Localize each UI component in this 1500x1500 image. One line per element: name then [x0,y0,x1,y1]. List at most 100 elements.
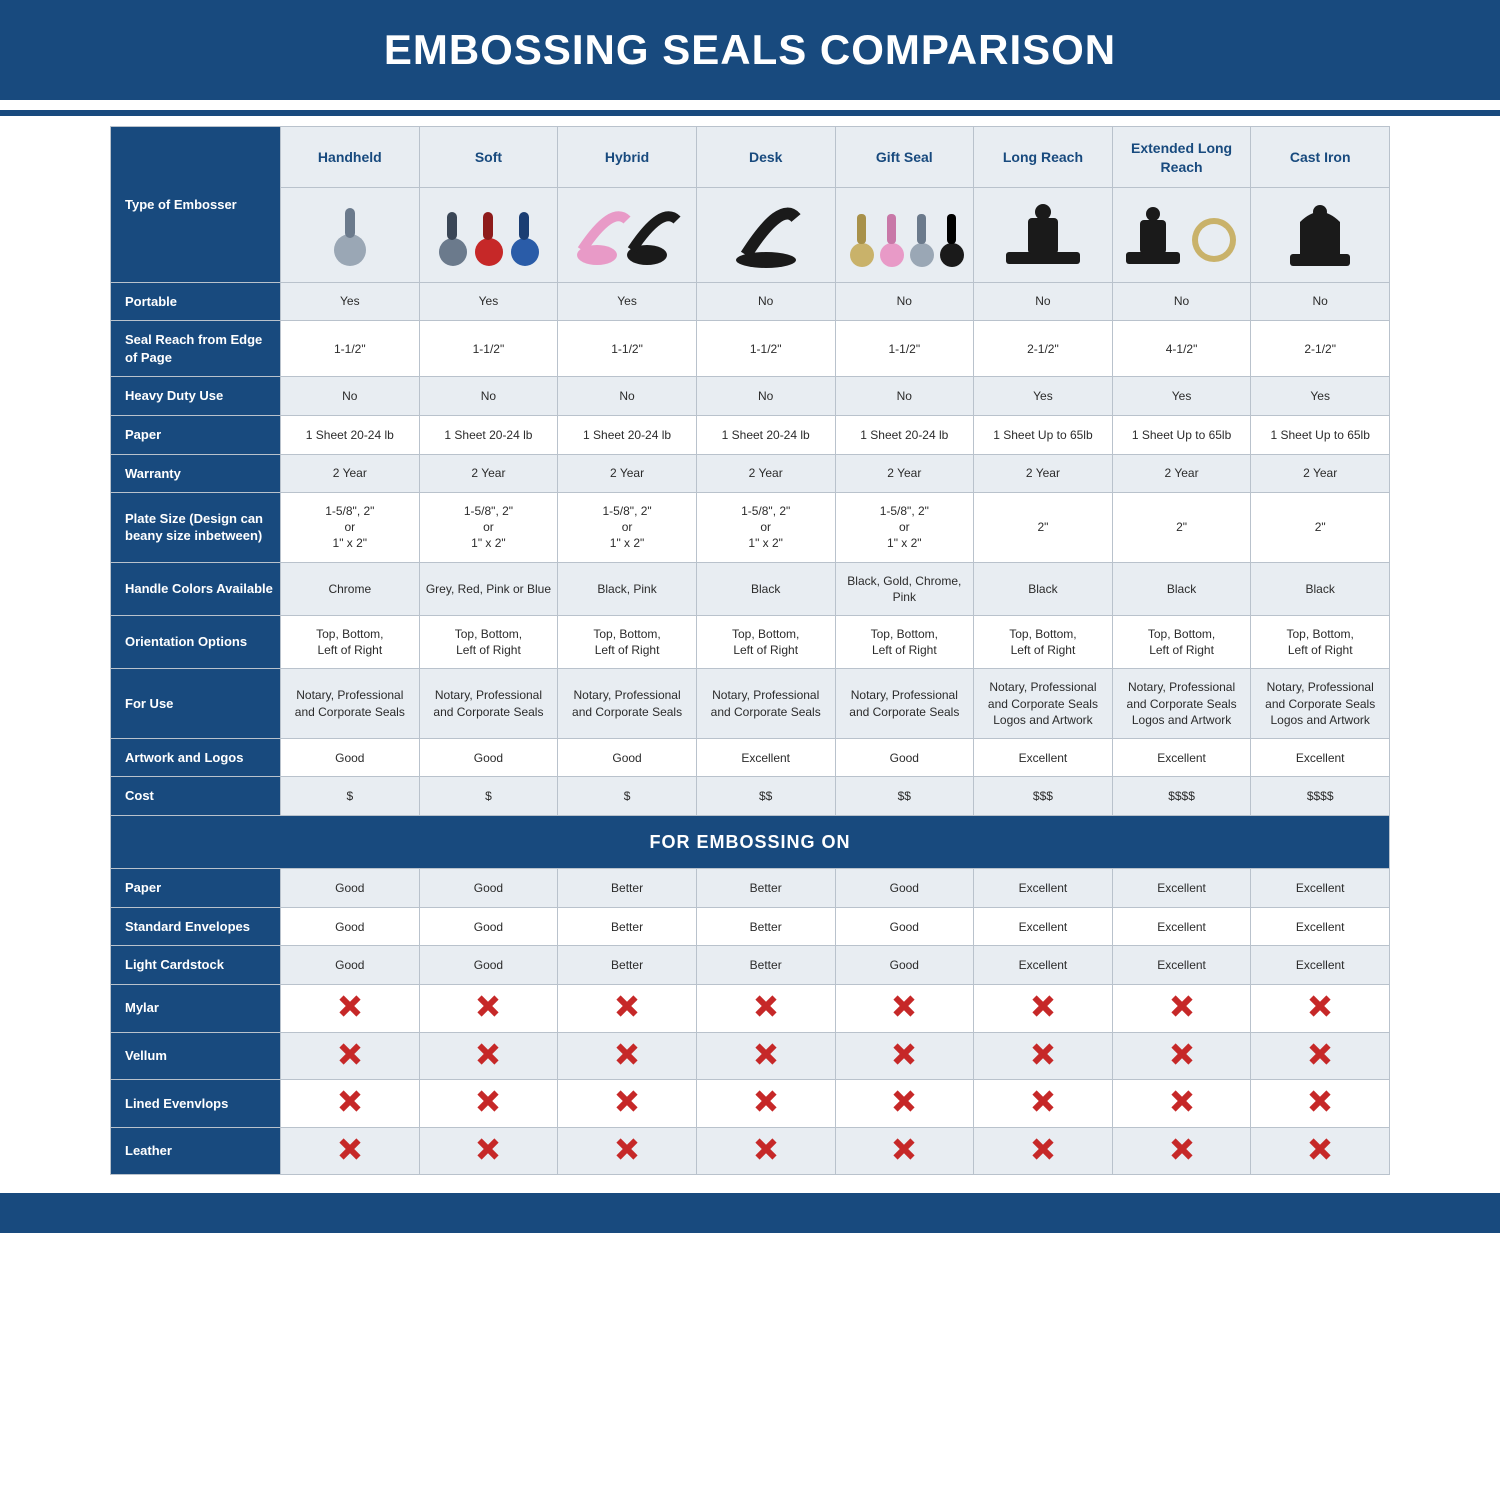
cell [558,1080,697,1128]
cell: No [281,377,420,416]
table-row: Leather [111,1127,1390,1175]
row-label: Warranty [111,454,281,493]
cell: Yes [558,282,697,321]
row-label: Standard Envelopes [111,907,281,946]
desk-embosser-icon [726,200,806,270]
cell: 1-1/2" [835,321,974,377]
not-recommended-icon [616,1043,638,1065]
cell: Excellent [974,907,1113,946]
column-header-row: Type of Embosser Handheld Soft Hybrid De… [111,127,1390,188]
not-recommended-icon [755,1138,777,1160]
cell: 1 Sheet 20-24 lb [835,415,974,454]
cell: Good [419,907,558,946]
cell: No [696,282,835,321]
cell: Notary, Professional and Corporate Seals [696,669,835,739]
cell: No [1251,282,1390,321]
cell: Notary, Professional and Corporate Seals [558,669,697,739]
cell: 2 Year [696,454,835,493]
not-recommended-icon [616,1090,638,1112]
cell [419,1032,558,1080]
cell: Yes [1112,377,1251,416]
divider-top [0,110,1500,116]
cell [974,1032,1113,1080]
cell: $$$$ [1112,777,1251,816]
row-label: Mylar [111,984,281,1032]
cell: 2 Year [1251,454,1390,493]
cell: Yes [281,282,420,321]
cell: Black [974,562,1113,615]
cell: $ [419,777,558,816]
row-label: Artwork and Logos [111,738,281,777]
cell: 2 Year [974,454,1113,493]
cell: No [835,282,974,321]
cell: Good [835,738,974,777]
row-label: Cost [111,777,281,816]
cell: 1-5/8", 2"or1" x 2" [696,493,835,563]
col-head-gift: Gift Seal [835,127,974,188]
cell: Top, Bottom,Left of Right [1251,616,1390,669]
not-recommended-icon [339,995,361,1017]
table-row: Orientation OptionsTop, Bottom,Left of R… [111,616,1390,669]
cell [835,1080,974,1128]
cell [696,984,835,1032]
table-row: Artwork and LogosGoodGoodGoodExcellentGo… [111,738,1390,777]
section-label: FOR EMBOSSING ON [111,816,1390,869]
cell: 2 Year [835,454,974,493]
cell: No [1112,282,1251,321]
cell: 1 Sheet 20-24 lb [281,415,420,454]
cast-iron-embosser-icon [1280,200,1360,270]
cell: Good [419,946,558,985]
row-label: Paper [111,415,281,454]
cell: Top, Bottom,Left of Right [419,616,558,669]
cell: No [696,377,835,416]
cell: No [419,377,558,416]
table-row: Cost$$$$$$$$$$$$$$$$$$ [111,777,1390,816]
row-label: Light Cardstock [111,946,281,985]
cell: No [558,377,697,416]
row-label: Handle Colors Available [111,562,281,615]
cell: Excellent [974,738,1113,777]
gift-seal-embosser-icon [844,200,964,270]
cell: Excellent [1251,738,1390,777]
table-row: PaperGoodGoodBetterBetterGoodExcellentEx… [111,869,1390,908]
soft-embosser-icon [433,200,543,270]
cell: Notary, Professional and Corporate Seals [835,669,974,739]
not-recommended-icon [1309,995,1331,1017]
table-row: Light CardstockGoodGoodBetterBetterGoodE… [111,946,1390,985]
cell: Good [281,869,420,908]
not-recommended-icon [339,1090,361,1112]
not-recommended-icon [893,995,915,1017]
not-recommended-icon [755,1043,777,1065]
row-label: Leather [111,1127,281,1175]
cell [558,1127,697,1175]
cell: Top, Bottom,Left of Right [281,616,420,669]
cell [1112,1032,1251,1080]
cell [1251,1127,1390,1175]
cell: Good [281,738,420,777]
table-row: Standard EnvelopesGoodGoodBetterBetterGo… [111,907,1390,946]
not-recommended-icon [893,1138,915,1160]
cell: Better [558,907,697,946]
cell: 2" [974,493,1113,563]
table-row: Mylar [111,984,1390,1032]
cell: Better [558,869,697,908]
not-recommended-icon [616,1138,638,1160]
cell: Notary, Professional and Corporate Seals [419,669,558,739]
cell: $$$ [974,777,1113,816]
footer-bar [0,1193,1500,1233]
cell: Notary, Professional and Corporate Seals [281,669,420,739]
cell: $$$$ [1251,777,1390,816]
not-recommended-icon [893,1043,915,1065]
cell: Excellent [1251,869,1390,908]
table-row: Warranty2 Year2 Year2 Year2 Year2 Year2 … [111,454,1390,493]
not-recommended-icon [477,1043,499,1065]
cell: $ [558,777,697,816]
cell: 1 Sheet 20-24 lb [558,415,697,454]
cell: 2 Year [1112,454,1251,493]
cell [1251,1032,1390,1080]
cell: 2 Year [419,454,558,493]
not-recommended-icon [477,995,499,1017]
img-soft [419,187,558,282]
cell: 1 Sheet Up to 65lb [1251,415,1390,454]
table-row: Vellum [111,1032,1390,1080]
